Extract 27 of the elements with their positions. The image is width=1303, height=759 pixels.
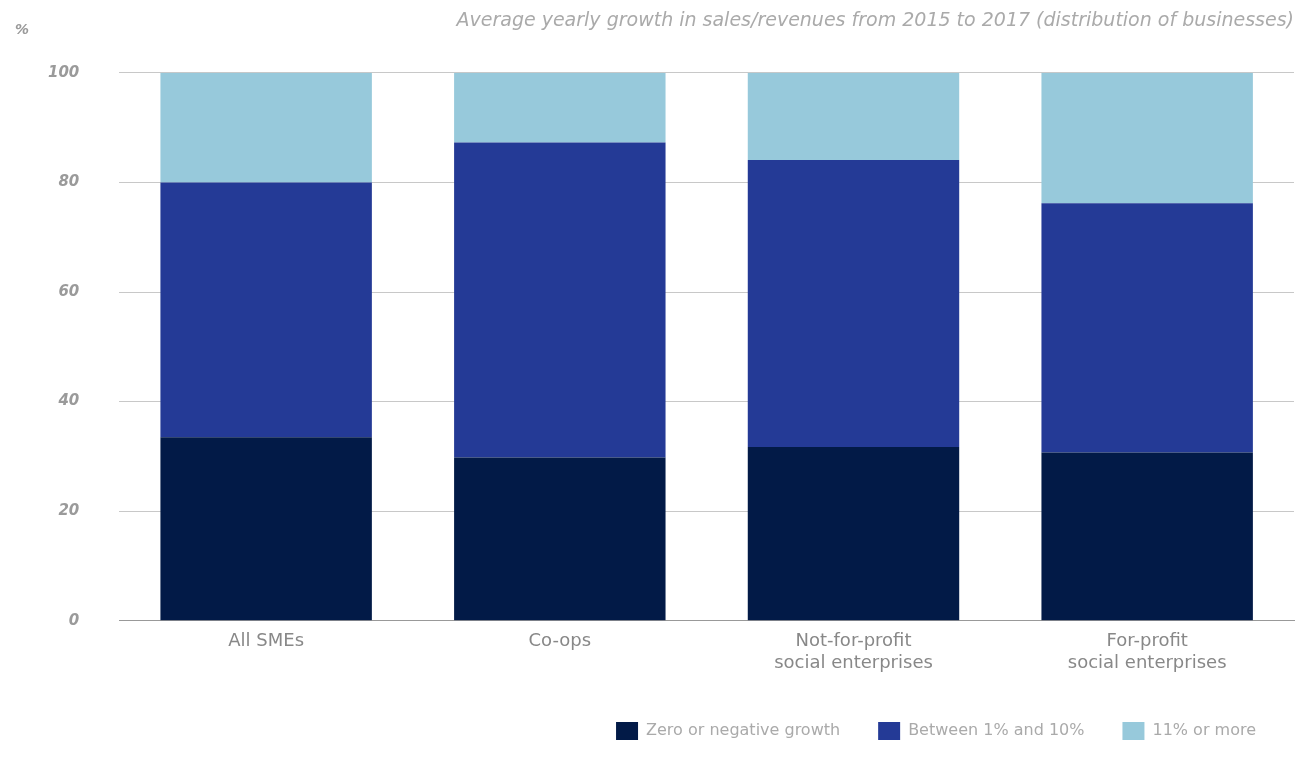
legend-label: Zero or negative growth <box>646 720 841 740</box>
y-tick-label: 20 <box>58 501 80 520</box>
chart-title: Average yearly growth in sales/revenues from 2015 to 2017 (distribution of businesses) <box>454 8 1294 31</box>
x-tick-label: Not-for-profit social enterprises <box>774 629 933 672</box>
legend-label: Between 1% and 10% <box>908 720 1085 740</box>
bar <box>454 72 666 143</box>
bar <box>747 72 960 160</box>
bar <box>160 182 372 438</box>
y-tick-label: 100 <box>48 62 80 81</box>
x-tick-label: For-profit social enterprises <box>1067 629 1227 672</box>
x-tick-label: Co-ops <box>528 629 592 651</box>
legend-label: 11% or more <box>1152 720 1256 740</box>
bar <box>1041 203 1253 453</box>
bar <box>1041 452 1253 621</box>
bar <box>454 457 666 621</box>
bar <box>747 159 960 448</box>
y-tick-label: 80 <box>58 172 80 191</box>
y-tick-label: 60 <box>58 281 80 300</box>
y-tick-label: 0 <box>68 610 80 629</box>
bar <box>160 72 372 183</box>
bar <box>160 437 372 621</box>
bar <box>1041 72 1253 204</box>
bar <box>454 142 666 458</box>
y-axis-title: % <box>14 20 30 37</box>
x-tick-label: All SMEs <box>228 629 305 651</box>
y-tick-label: 40 <box>57 391 80 410</box>
bar <box>747 447 960 621</box>
